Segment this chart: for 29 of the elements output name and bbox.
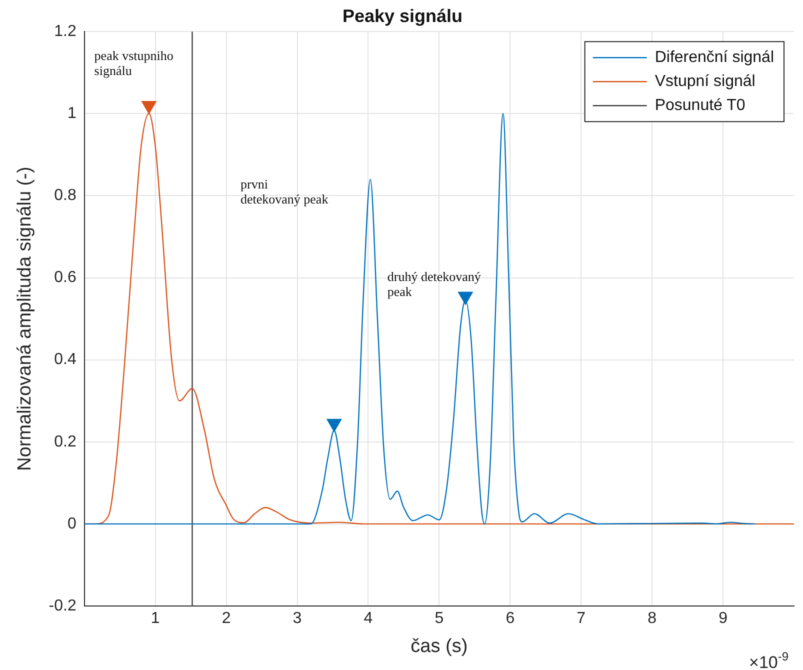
x-tick-label: 1 (150, 610, 160, 628)
point (458, 292, 473, 305)
y-tick-label: 0.8 (54, 187, 76, 204)
y-tick-label: 1 (67, 105, 76, 122)
legend-label: Diferenční signál (654, 49, 774, 66)
point (142, 100, 156, 114)
annotation: peak vstupniho signálu (94, 48, 174, 78)
y-axis-title: Normalizovaná amplituda signálu (-) (14, 166, 36, 471)
y-tick-label: 0.4 (54, 351, 76, 368)
y-tick-label: 0.2 (54, 433, 76, 450)
x-tick-label: 2 (222, 610, 231, 628)
y-tick-label: 0 (67, 515, 76, 532)
x-tick-label: 5 (434, 610, 444, 628)
y-tick-label: -0.2 (48, 597, 76, 614)
x-tick-label: 7 (576, 610, 586, 628)
legend-label: Vstupní signál (654, 73, 756, 90)
chart-title: Peaky signálu (342, 6, 463, 26)
y-tick-label: 0.6 (54, 269, 76, 286)
x-axis-title: čas (s) (410, 636, 468, 657)
x-tick-label: 8 (648, 610, 657, 628)
x-tick-label: 3 (292, 610, 302, 628)
annotation: prvni detekovaný peak (240, 176, 329, 207)
point (326, 418, 342, 432)
annotation: druhý detekovaný peak (387, 269, 482, 300)
legend-label: Posunuté T0 (654, 97, 746, 114)
x-tick-label: 6 (506, 610, 515, 628)
x-tick-label: 9 (718, 610, 728, 628)
y-tick-label: 1.2 (54, 23, 76, 40)
x-tick-label: 4 (364, 610, 373, 628)
